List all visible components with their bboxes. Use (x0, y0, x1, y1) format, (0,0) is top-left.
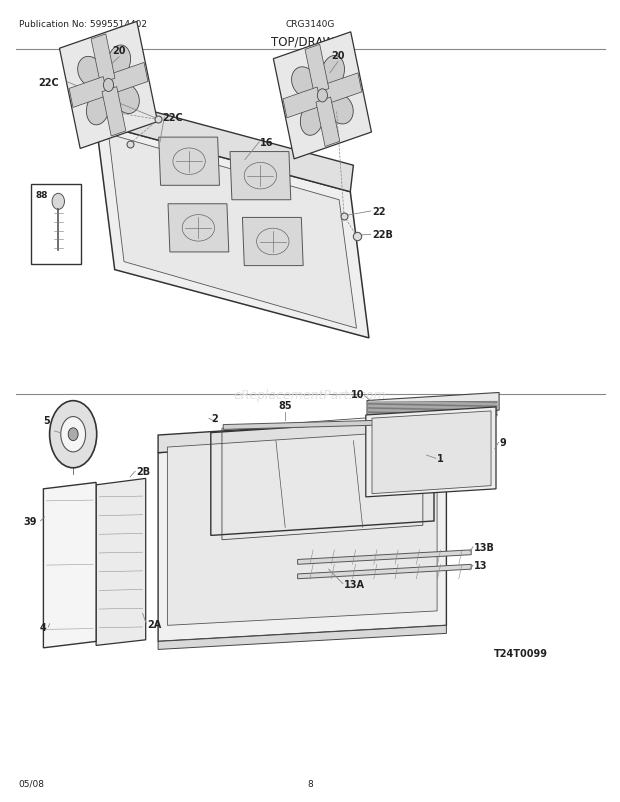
Ellipse shape (86, 93, 110, 126)
Polygon shape (298, 565, 471, 579)
Text: 10: 10 (351, 390, 365, 399)
Text: 2: 2 (211, 414, 218, 423)
Polygon shape (110, 63, 148, 94)
Text: 5: 5 (43, 415, 50, 425)
Text: CRG3140G: CRG3140G (285, 20, 335, 29)
Polygon shape (159, 138, 219, 186)
Polygon shape (158, 417, 446, 453)
Ellipse shape (300, 103, 324, 136)
Polygon shape (96, 98, 353, 192)
Circle shape (317, 90, 327, 103)
Polygon shape (96, 479, 146, 646)
Polygon shape (158, 626, 446, 650)
Ellipse shape (291, 67, 317, 98)
Text: T24T0099: T24T0099 (494, 649, 548, 658)
Polygon shape (43, 483, 96, 648)
Circle shape (52, 194, 64, 210)
Ellipse shape (61, 417, 86, 452)
Text: 88: 88 (36, 191, 48, 200)
Polygon shape (242, 218, 303, 266)
Text: 9: 9 (499, 438, 506, 448)
Polygon shape (230, 152, 291, 200)
Text: 22C: 22C (162, 113, 183, 123)
Text: 85: 85 (278, 401, 292, 411)
Text: 8: 8 (307, 779, 313, 788)
Polygon shape (305, 45, 329, 95)
Text: 22C: 22C (38, 78, 59, 87)
Text: 2A: 2A (148, 619, 162, 629)
Text: 39: 39 (23, 516, 37, 526)
Polygon shape (102, 87, 126, 137)
Text: TOP/DRAWER: TOP/DRAWER (270, 35, 350, 48)
Circle shape (104, 79, 113, 92)
Ellipse shape (78, 57, 103, 87)
Ellipse shape (107, 46, 131, 79)
Polygon shape (91, 34, 115, 84)
Text: 05/08: 05/08 (19, 779, 45, 788)
Polygon shape (108, 135, 356, 329)
Text: 20: 20 (331, 51, 345, 61)
Polygon shape (366, 407, 496, 497)
Text: 16: 16 (260, 138, 274, 148)
Text: 22B: 22B (372, 230, 393, 240)
Ellipse shape (321, 56, 345, 89)
Polygon shape (158, 435, 446, 642)
Text: 1: 1 (437, 454, 444, 464)
Text: 4: 4 (40, 622, 46, 632)
Polygon shape (324, 74, 362, 104)
Polygon shape (372, 411, 491, 494)
Polygon shape (96, 124, 369, 338)
Text: eReplacementParts.com: eReplacementParts.com (234, 388, 386, 401)
Circle shape (68, 428, 78, 441)
Ellipse shape (328, 95, 353, 125)
Text: 22: 22 (372, 207, 386, 217)
Polygon shape (69, 78, 107, 108)
Text: Publication No: 5995514402: Publication No: 5995514402 (19, 20, 146, 29)
Text: 13A: 13A (344, 579, 365, 589)
Polygon shape (283, 88, 321, 119)
Polygon shape (168, 205, 229, 253)
Polygon shape (167, 430, 437, 626)
Polygon shape (316, 98, 340, 148)
Polygon shape (298, 550, 471, 565)
Text: 13B: 13B (474, 542, 495, 552)
Ellipse shape (114, 84, 140, 115)
Ellipse shape (50, 401, 97, 468)
Polygon shape (53, 485, 90, 646)
Polygon shape (273, 33, 371, 160)
Text: 20: 20 (112, 47, 126, 56)
Polygon shape (223, 420, 397, 430)
Polygon shape (367, 393, 499, 419)
Polygon shape (60, 22, 157, 149)
FancyBboxPatch shape (31, 184, 81, 265)
Text: 13: 13 (474, 561, 488, 570)
Text: 2B: 2B (136, 467, 151, 476)
